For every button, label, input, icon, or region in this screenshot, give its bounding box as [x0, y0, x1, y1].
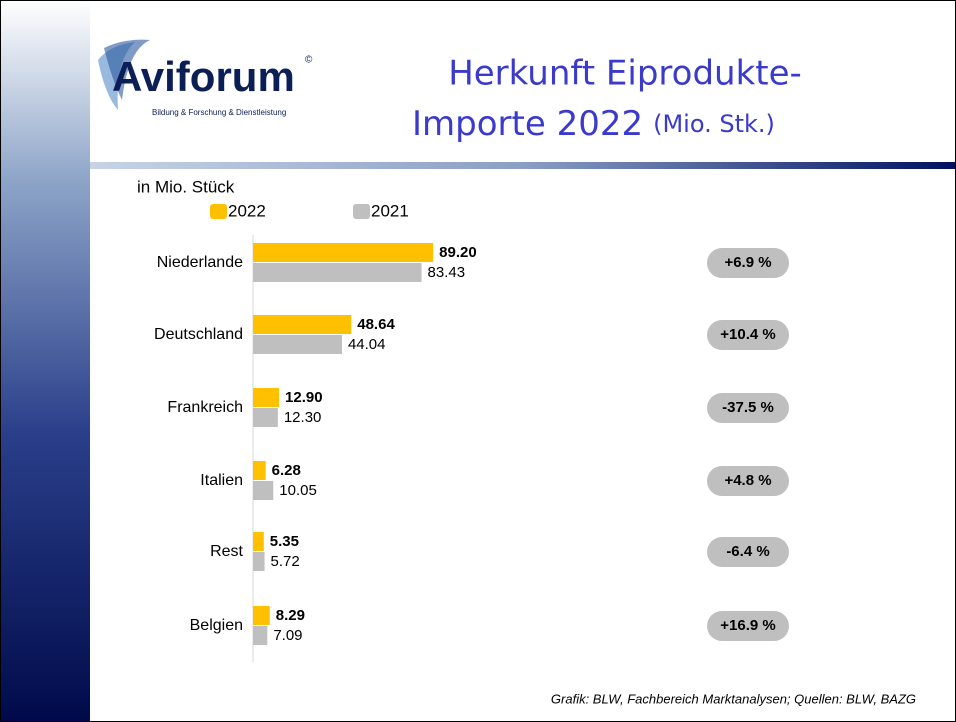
legend-label: 2022: [228, 201, 266, 220]
bar: [253, 263, 422, 282]
bar: [253, 606, 270, 625]
axis-label: in Mio. Stück: [137, 177, 235, 196]
source: Grafik: BLW, Fachbereich Marktanalysen; …: [551, 691, 916, 706]
category-label: Deutschland: [154, 326, 243, 343]
title-line: Importe 2022 (Mio. Stk.): [412, 104, 775, 144]
category-label: Frankreich: [167, 399, 243, 416]
bar: [253, 315, 352, 334]
bar: [253, 388, 280, 407]
change-pill: [707, 393, 789, 423]
value-label: 5.35: [270, 533, 299, 550]
change-label: +10.4 %: [720, 326, 775, 343]
category-label: Rest: [210, 543, 243, 560]
title-text: Importe 2022: [412, 104, 643, 144]
logo: Aviforum © Bildung & Forschung & Dienstl…: [98, 39, 313, 117]
change-label: -6.4 %: [726, 543, 769, 560]
change-pill: [707, 537, 789, 567]
bar: [253, 552, 265, 571]
logo-tagline: Bildung & Forschung & Dienstleistung: [152, 108, 286, 117]
change-pill: [707, 466, 789, 496]
value-label: 89.20: [439, 244, 477, 261]
value-label: 48.64: [357, 316, 395, 333]
bar: [253, 335, 342, 354]
legend-swatch: [353, 204, 370, 219]
change-label: +4.8 %: [724, 472, 771, 489]
value-label: 12.30: [284, 409, 322, 426]
legend-label: 2021: [371, 201, 409, 220]
value-label: 5.72: [271, 553, 300, 570]
category-label: Belgien: [190, 617, 243, 634]
bar: [253, 408, 278, 427]
change-label: +16.9 %: [720, 617, 775, 634]
logo-name: Aviforum: [112, 53, 295, 100]
bar: [253, 532, 264, 551]
bar: [253, 481, 274, 500]
bar: [253, 461, 266, 480]
title-line: Herkunft Eiprodukte-: [448, 54, 802, 94]
category-label: Niederlande: [157, 254, 243, 271]
value-label: 8.29: [276, 607, 305, 624]
change-pill: [707, 320, 789, 350]
change-label: +6.9 %: [724, 254, 771, 271]
value-label: 12.90: [285, 389, 323, 406]
change-label: -37.5 %: [722, 399, 774, 416]
change-pill: [707, 248, 789, 278]
value-label: 7.09: [273, 627, 302, 644]
logo-mark: ©: [305, 55, 313, 66]
category-label: Italien: [200, 472, 243, 489]
change-pill: [707, 611, 789, 641]
header-rule: [90, 162, 956, 169]
bar: [253, 626, 268, 645]
title-unit: (Mio. Stk.): [653, 110, 775, 138]
legend-swatch: [210, 204, 227, 219]
bar: [253, 243, 434, 262]
value-label: 44.04: [348, 336, 386, 353]
logo-swoosh: [104, 39, 150, 100]
value-label: 10.05: [279, 482, 317, 499]
side-band: [0, 0, 90, 722]
value-label: 6.28: [272, 462, 301, 479]
value-label: 83.43: [428, 264, 466, 281]
